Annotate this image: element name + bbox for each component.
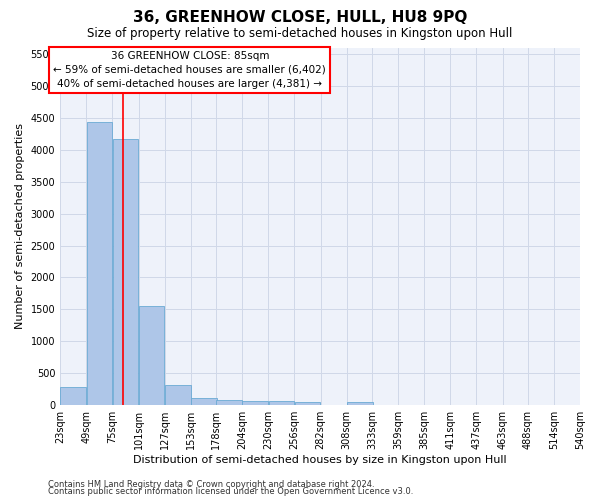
X-axis label: Distribution of semi-detached houses by size in Kingston upon Hull: Distribution of semi-detached houses by …: [133, 455, 507, 465]
Bar: [165, 385, 191, 405]
Bar: [242, 402, 268, 405]
Text: Contains HM Land Registry data © Crown copyright and database right 2024.: Contains HM Land Registry data © Crown c…: [48, 480, 374, 489]
Bar: [347, 402, 373, 405]
Y-axis label: Number of semi-detached properties: Number of semi-detached properties: [15, 124, 25, 330]
Bar: [61, 388, 86, 405]
Bar: [191, 398, 217, 405]
Text: 36 GREENHOW CLOSE: 85sqm
← 59% of semi-detached houses are smaller (6,402)
40% o: 36 GREENHOW CLOSE: 85sqm ← 59% of semi-d…: [53, 51, 326, 89]
Bar: [139, 306, 164, 405]
Bar: [113, 139, 139, 405]
Bar: [295, 402, 320, 405]
Text: Size of property relative to semi-detached houses in Kingston upon Hull: Size of property relative to semi-detach…: [88, 28, 512, 40]
Bar: [86, 122, 112, 405]
Bar: [269, 402, 294, 405]
Bar: [216, 400, 242, 405]
Text: 36, GREENHOW CLOSE, HULL, HU8 9PQ: 36, GREENHOW CLOSE, HULL, HU8 9PQ: [133, 10, 467, 25]
Text: Contains public sector information licensed under the Open Government Licence v3: Contains public sector information licen…: [48, 488, 413, 496]
